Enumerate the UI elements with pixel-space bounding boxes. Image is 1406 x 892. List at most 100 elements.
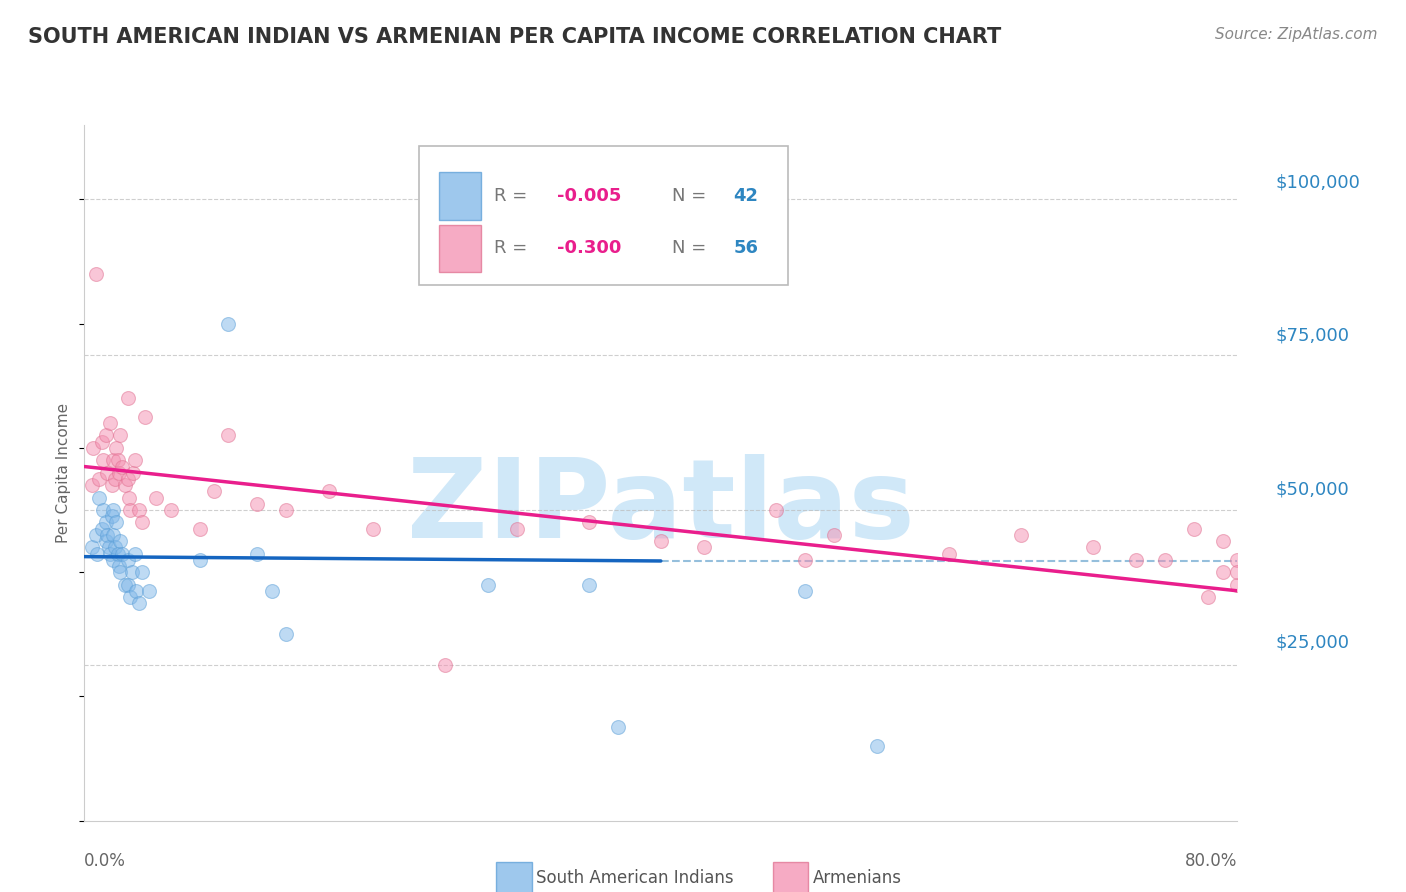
Point [356,480,378,494]
Point [287,462,309,476]
Point [208,480,231,494]
Point [183,480,205,494]
Point [274,499,297,513]
Point [188,394,211,409]
Point [188,523,211,537]
Point [1254,554,1277,568]
Point [1240,541,1263,556]
Point [191,431,214,445]
Point [546,554,568,568]
Point [183,431,205,445]
Point [328,474,350,488]
Point [505,633,527,648]
Text: -0.300: -0.300 [623,220,688,238]
Point [226,560,249,574]
Point [198,541,221,556]
Text: 0.0%: 0.0% [176,825,218,843]
FancyBboxPatch shape [512,206,551,252]
Point [1240,511,1263,525]
Text: N =: N = [731,168,772,186]
Point [207,467,229,482]
Point [195,523,218,537]
Point [197,443,219,458]
Point [437,499,460,513]
Point [1254,529,1277,543]
FancyBboxPatch shape [512,153,551,201]
Text: Source: ZipAtlas.com: Source: ZipAtlas.com [1215,27,1378,42]
Point [181,499,204,513]
Point [217,572,239,586]
FancyBboxPatch shape [827,834,860,866]
Point [641,492,664,507]
Point [194,492,217,507]
Point [186,492,208,507]
FancyBboxPatch shape [492,128,841,265]
Point [200,523,222,537]
Point [914,714,936,728]
Point [1187,529,1209,543]
Point [202,554,225,568]
Point [176,247,198,261]
Point [190,486,212,500]
Point [222,388,245,402]
Point [194,418,217,433]
Point [177,523,200,537]
Point [173,418,195,433]
Point [845,560,868,574]
Point [668,695,690,709]
Point [190,456,212,470]
Point [219,492,242,507]
Point [328,523,350,537]
Point [1118,516,1140,531]
Point [198,511,221,525]
Point [1159,529,1181,543]
Point [200,437,222,451]
Point [205,450,228,464]
Point [232,467,254,482]
Point [301,296,323,310]
Point [186,407,208,421]
Text: South American Indians: South American Indians [603,841,800,859]
Point [209,541,232,556]
Point [396,462,419,476]
Point [195,431,218,445]
Point [191,480,214,494]
Point [214,560,236,574]
FancyBboxPatch shape [565,834,599,866]
Point [208,566,231,580]
Text: -0.005: -0.005 [623,168,688,186]
Text: ZIPatlas: ZIPatlas [467,432,974,538]
Point [179,450,201,464]
Point [873,505,896,519]
Point [1227,566,1250,580]
Text: Armenians: Armenians [865,841,953,859]
Point [186,505,209,519]
Point [186,443,209,458]
Text: 56: 56 [789,220,814,238]
Point [205,369,228,384]
Text: R =: R = [562,168,602,186]
Point [211,443,233,458]
Point [981,523,1004,537]
Point [179,467,201,482]
Text: 42: 42 [789,168,814,186]
Point [193,516,215,531]
Point [198,407,221,421]
Text: 80.0%: 80.0% [1213,825,1265,843]
Point [212,431,235,445]
Point [274,529,297,543]
Point [202,456,225,470]
Point [219,541,242,556]
Point [710,511,733,525]
Point [172,516,194,531]
Point [1050,505,1073,519]
Point [191,529,214,543]
Point [191,505,214,519]
Point [356,603,378,617]
Point [193,450,215,464]
Point [217,480,239,494]
Point [172,456,194,470]
Point [1213,499,1236,513]
Point [181,413,204,427]
Point [301,407,323,421]
